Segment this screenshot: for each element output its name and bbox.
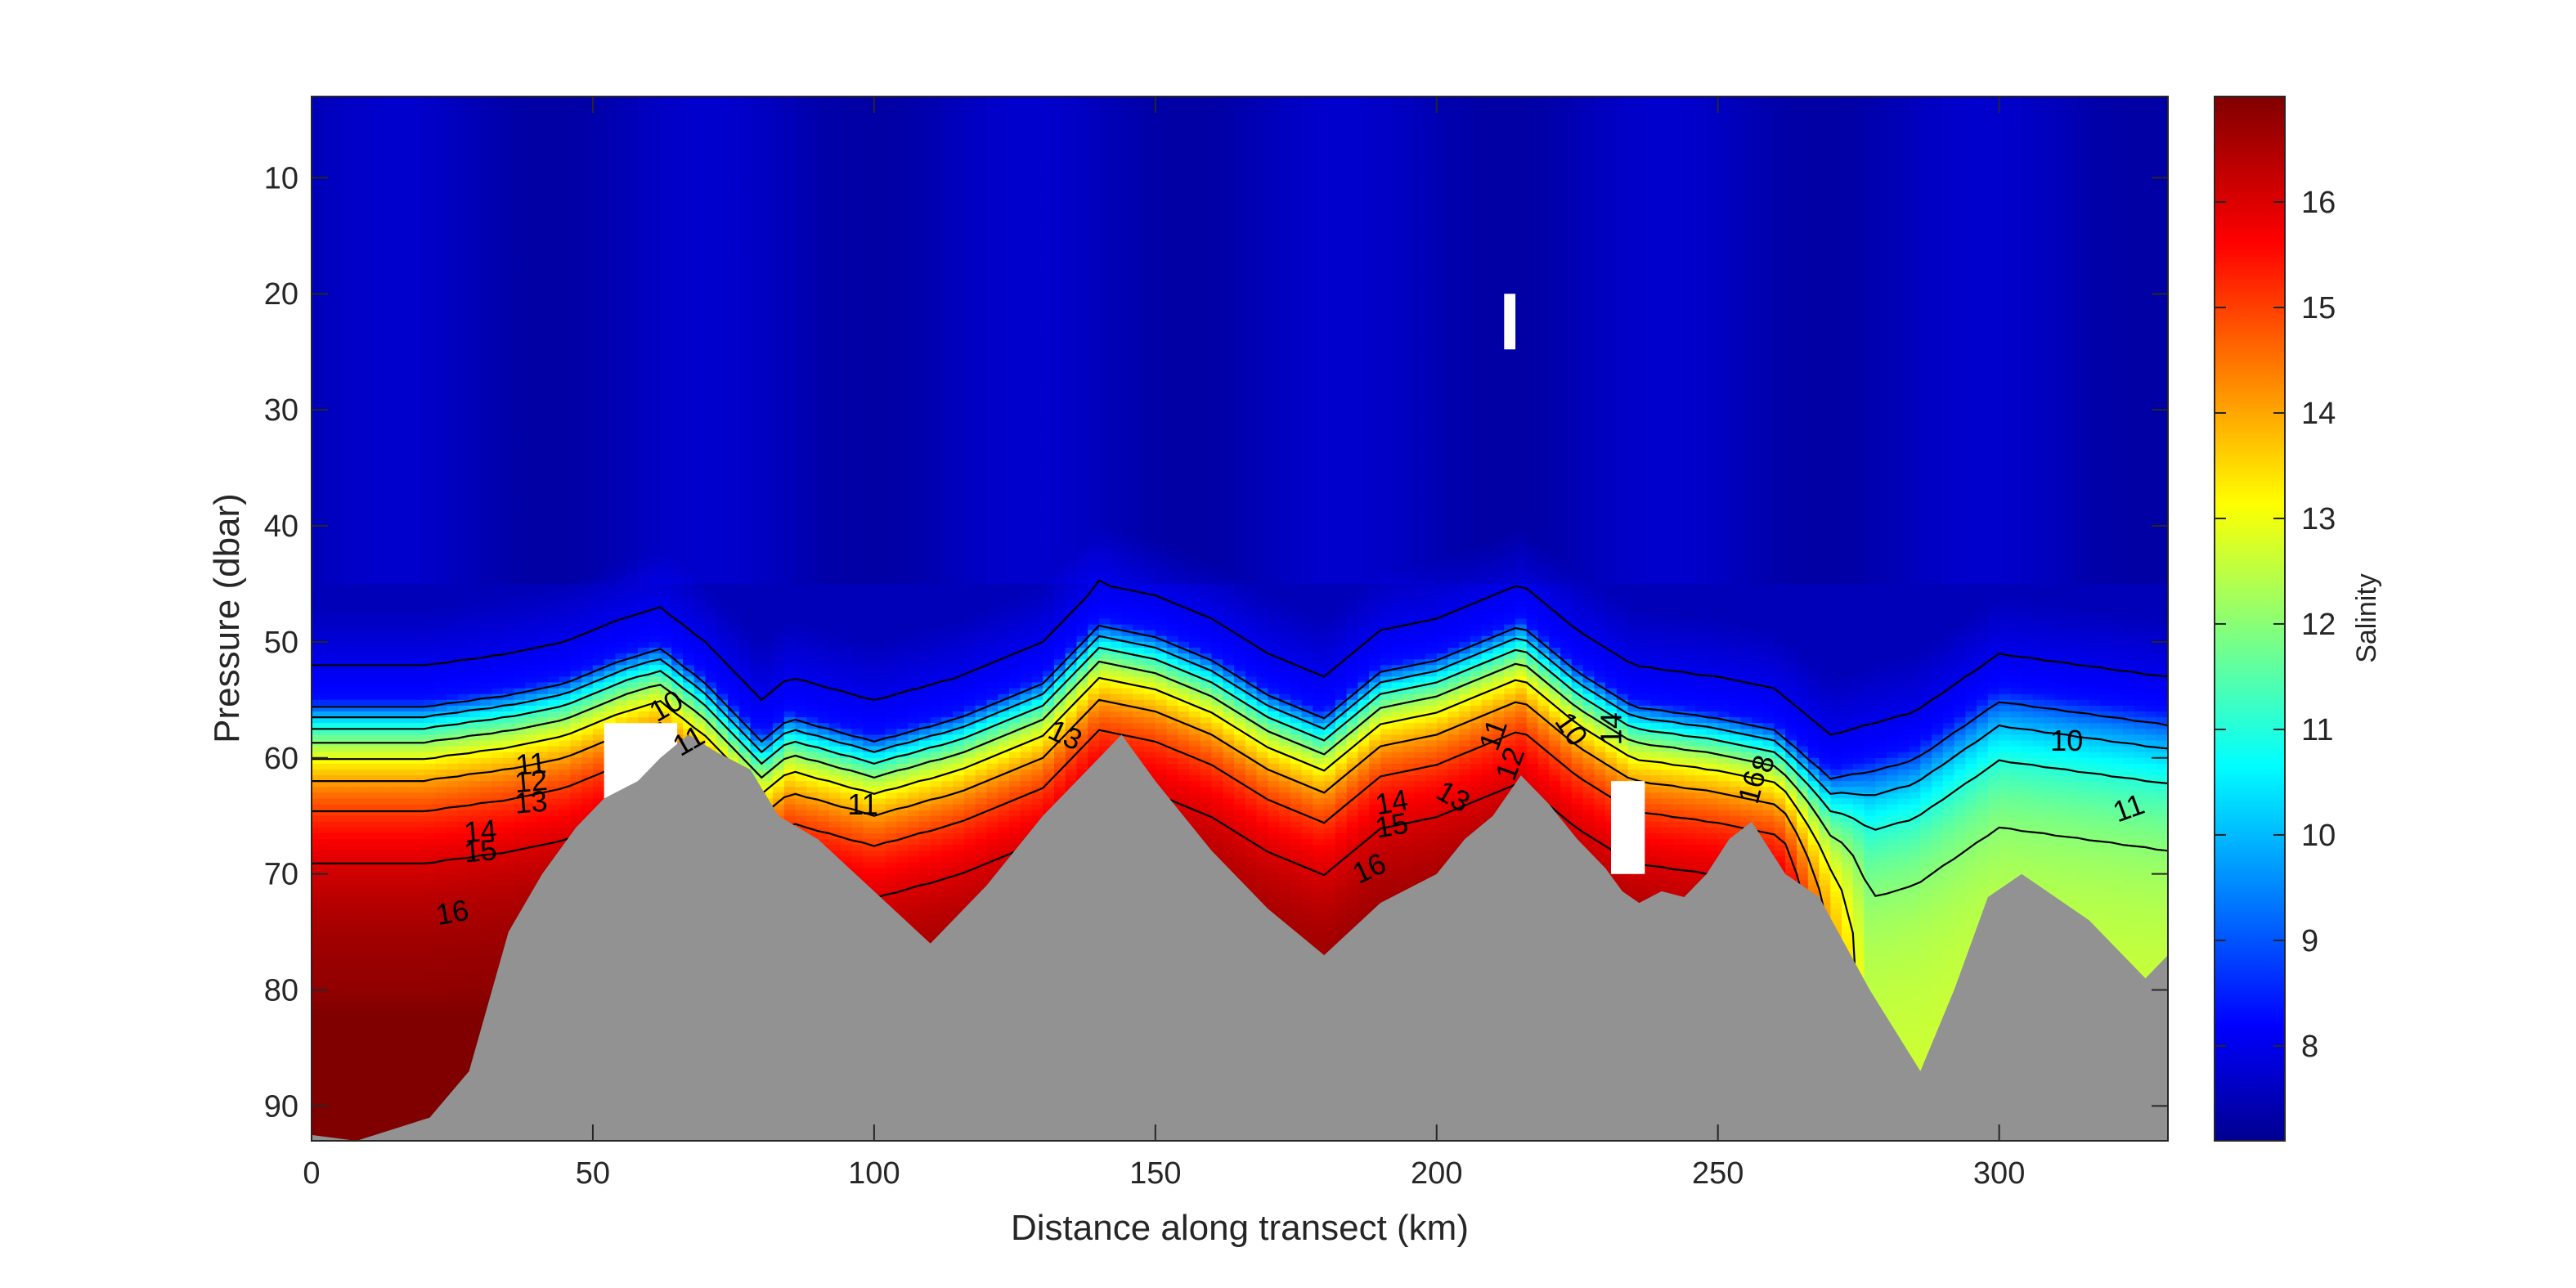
x-tick-label: 50 (576, 1156, 610, 1191)
x-tick-label: 150 (1129, 1156, 1181, 1191)
x-axis: 0 50 100 150 200 250 300 (303, 96, 2025, 1191)
contour-label-10: 10 (2050, 724, 2083, 757)
contour-label-13: 13 (514, 784, 549, 820)
contour-line-9 (312, 624, 2168, 780)
x-axis-title: Distance along transect (km) (1011, 1208, 1469, 1248)
colorbar-gradient (2214, 96, 2286, 1142)
plot-frame (311, 96, 2169, 1142)
x-tick-label: 200 (1411, 1156, 1462, 1191)
y-tick-label: 70 (264, 858, 298, 892)
contour-label-12: 12 (514, 763, 549, 799)
colorbar-tick-label: 10 (2301, 819, 2336, 853)
colorbar-tick-label: 13 (2301, 502, 2336, 536)
y-tick-label: 60 (264, 742, 298, 776)
no-data-gap-2 (1504, 294, 1516, 350)
colorbar-tick-label: 9 (2301, 924, 2318, 958)
y-tick-label: 90 (264, 1089, 298, 1124)
contour-label-15: 15 (463, 832, 498, 868)
contour-line-15 (312, 729, 1832, 1134)
colorbar-tick-label: 16 (2301, 186, 2336, 220)
x-tick-label: 100 (848, 1156, 900, 1191)
contour-line-8 (312, 579, 2168, 736)
x-tick-label: 300 (1973, 1156, 2025, 1191)
y-tick-label: 20 (264, 277, 298, 312)
contour-lines (312, 579, 2168, 1134)
seafloor-mask (312, 734, 2168, 1141)
y-tick-label: 30 (264, 393, 298, 428)
contour-label-14: 14 (463, 813, 498, 849)
colorbar-tick-label: 15 (2301, 291, 2336, 325)
x-tick-label: 250 (1692, 1156, 1744, 1191)
colorbar-tick-label: 14 (2301, 397, 2336, 431)
colorbar-title: Salinity (2351, 573, 2382, 663)
contour-label-14: 14 (1595, 712, 1628, 745)
colorbar-ticks: 8 9 10 11 12 13 14 15 16 (2215, 186, 2336, 1064)
y-tick-label: 10 (264, 161, 298, 195)
colorbar-tick-label: 11 (2301, 713, 2333, 747)
contour-line-12 (312, 660, 2168, 897)
colorbar-tick-label: 12 (2301, 608, 2336, 642)
colorbar: 8 9 10 11 12 13 14 15 16 Salinity (2214, 96, 2382, 1142)
contour-line-13 (312, 676, 1865, 1131)
contour-label-11: 11 (514, 746, 548, 782)
contour-line-10 (312, 635, 2168, 797)
y-tick-label: 40 (264, 509, 298, 544)
colorbar-tick-label: 8 (2301, 1030, 2318, 1064)
contour-label-14: 14 (1372, 783, 1411, 821)
y-axis-title: Pressure (dbar) (207, 493, 247, 743)
y-tick-label: 50 (264, 626, 298, 660)
y-tick-label: 80 (264, 974, 298, 1008)
contour-line-14 (312, 698, 1843, 1025)
contour-label-16: 16 (433, 893, 472, 931)
contour-line-11 (312, 646, 2168, 831)
no-data-gap-3 (1611, 781, 1645, 874)
x-tick-label: 0 (303, 1156, 320, 1191)
contour-label-15: 15 (1372, 806, 1411, 844)
y-axis: 10 20 30 40 50 60 70 80 90 (264, 161, 2168, 1124)
contour-label-11: 11 (847, 788, 877, 821)
